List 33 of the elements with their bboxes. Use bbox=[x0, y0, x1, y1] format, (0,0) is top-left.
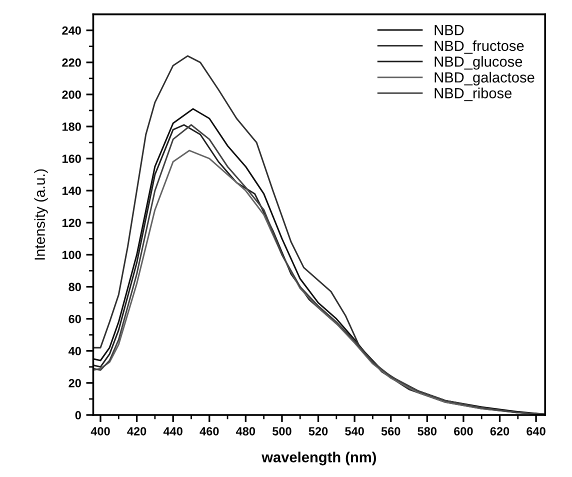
y-tick-label: 0 bbox=[75, 411, 81, 420]
y-tick-label: 220 bbox=[62, 58, 81, 67]
x-tick-label: 460 bbox=[200, 427, 219, 436]
legend-label: NBD_glucose bbox=[434, 56, 522, 70]
legend-label: NBD_galactose bbox=[434, 72, 534, 86]
y-tick-label: 140 bbox=[62, 186, 81, 196]
x-tick-label: 580 bbox=[418, 427, 437, 436]
x-tick-label: 560 bbox=[381, 427, 400, 436]
y-tick-label: 160 bbox=[62, 154, 81, 163]
y-tick-label: 80 bbox=[68, 282, 81, 292]
legend-label: NBD bbox=[434, 25, 464, 36]
x-tick-label: 540 bbox=[345, 427, 364, 436]
y-tick-label: 100 bbox=[62, 250, 81, 260]
x-tick-label: 520 bbox=[308, 427, 328, 436]
y-tick-label: 240 bbox=[62, 26, 81, 35]
y-tick-label: 20 bbox=[68, 378, 81, 388]
legend-label: NBD_fructose bbox=[434, 40, 524, 54]
y-axis-title: Intensity (a.u.) bbox=[34, 169, 48, 260]
x-tick-label: 600 bbox=[454, 427, 473, 436]
x-tick-label: 620 bbox=[490, 427, 510, 436]
y-tick-label: 120 bbox=[62, 218, 81, 228]
y-tick-label: 180 bbox=[62, 122, 81, 131]
legend-label: NBD_ribose bbox=[434, 88, 512, 102]
y-tick-label: 60 bbox=[68, 314, 81, 324]
x-tick-label: 500 bbox=[272, 427, 292, 436]
x-tick-label: 480 bbox=[236, 427, 256, 436]
x-tick-label: 640 bbox=[526, 427, 546, 436]
x-tick-label: 420 bbox=[127, 427, 146, 436]
x-axis-title: wavelength (nm) bbox=[262, 452, 376, 466]
x-tick-label: 440 bbox=[163, 427, 182, 436]
x-tick-label: 400 bbox=[90, 427, 110, 436]
y-tick-label: 200 bbox=[62, 90, 81, 99]
y-tick-label: 40 bbox=[68, 346, 81, 356]
